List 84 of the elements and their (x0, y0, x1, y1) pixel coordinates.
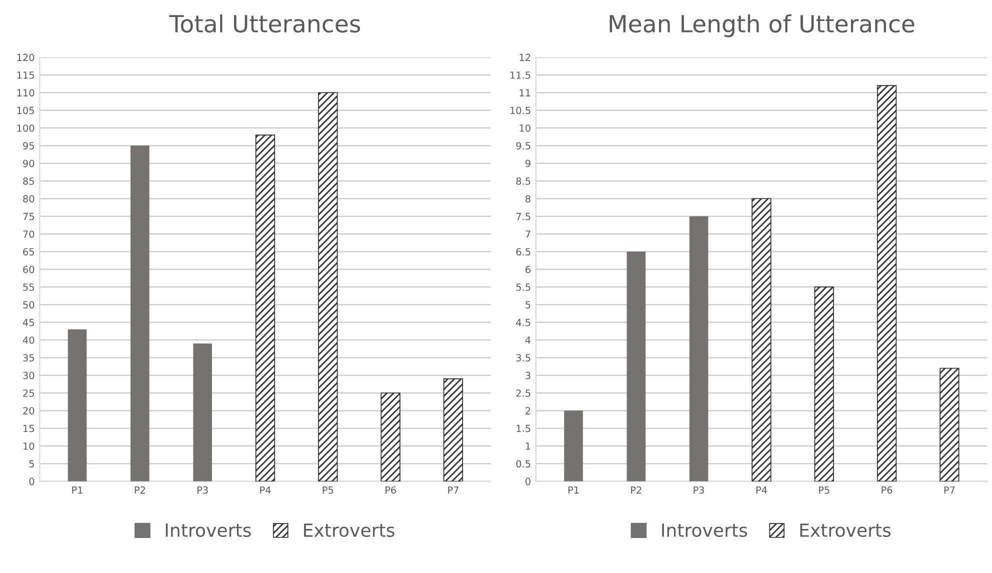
legend-label: Introverts (166, 524, 251, 537)
y-tick-label: 85 (23, 177, 34, 185)
x-tick-label: P2 (631, 486, 642, 494)
y-tick-label: 90 (23, 160, 34, 168)
y-tick-label: 10 (24, 442, 34, 450)
bar (752, 198, 772, 482)
y-tick-label: 1.5 (516, 424, 530, 432)
y-tick-label: 120 (17, 54, 34, 62)
y-tick-label: 75 (23, 212, 34, 220)
y-tick-label: 8 (526, 195, 530, 202)
y-tick-label: 55 (23, 284, 34, 291)
y-tick-label: 4.5 (516, 318, 530, 326)
y-tick-label: 20 (23, 407, 34, 414)
chart-title: Total Utterances (169, 14, 360, 33)
y-tick-label: 6 (526, 266, 530, 274)
x-tick-label: P7 (944, 486, 955, 494)
y-tick-label: 7 (526, 230, 530, 238)
x-tick-label: P3 (694, 486, 704, 494)
legend-label: Extroverts (800, 524, 891, 537)
y-tick-label: 65 (23, 248, 34, 256)
y-tick-label: 25 (23, 389, 34, 397)
y-tick-label: 3 (526, 372, 530, 380)
y-tick-label: 3.5 (516, 354, 530, 362)
x-tick-label: P6 (882, 486, 892, 494)
y-tick-label: 5 (526, 301, 530, 308)
bar (255, 134, 276, 482)
bar (876, 85, 897, 482)
bar (130, 146, 150, 482)
bar (940, 368, 960, 482)
y-tick-label: 60 (23, 266, 34, 274)
y-tick-label: 10.5 (510, 106, 530, 114)
y-tick-label: 45 (22, 318, 34, 326)
bar (380, 392, 400, 482)
y-tick-label: 6.5 (516, 248, 530, 256)
chart-title: Mean Length of Utterance (610, 14, 914, 38)
y-tick-label: 5.5 (516, 284, 530, 291)
bar (193, 344, 212, 482)
legend-label: Introverts (662, 524, 748, 537)
y-tick-label: 50 (23, 301, 34, 308)
y-tick-label: 80 (23, 195, 34, 202)
x-tick-label: P1 (72, 486, 82, 494)
x-tick-label: P1 (568, 486, 579, 494)
y-tick-label: 0 (29, 478, 34, 486)
bar (814, 286, 834, 482)
x-tick-label: P6 (385, 486, 396, 494)
y-tick-label: 40 (22, 336, 34, 344)
bar (443, 378, 464, 482)
y-tick-label: 9.5 (516, 142, 530, 150)
y-tick-label: 100 (17, 124, 34, 132)
y-tick-label: 11 (520, 89, 530, 96)
x-tick-label: P7 (448, 486, 458, 494)
y-tick-label: 35 (23, 354, 34, 362)
y-tick-label: 70 (23, 230, 34, 238)
y-tick-label: 0.5 (516, 460, 530, 468)
y-tick-label: 15 (24, 424, 34, 432)
bar (689, 216, 708, 482)
y-tick-label: 11.5 (510, 72, 530, 79)
y-tick-label: 12 (520, 54, 530, 61)
y-tick-label: 8.5 (516, 177, 530, 185)
y-tick-label: 4 (525, 336, 531, 344)
bar (626, 252, 646, 482)
y-tick-label: 9 (525, 160, 530, 168)
x-tick-label: P2 (134, 486, 145, 494)
y-tick-label: 95 (23, 142, 34, 150)
y-tick-label: 5 (29, 460, 34, 468)
y-tick-label: 30 (23, 372, 34, 380)
y-tick-label: 2 (526, 407, 530, 414)
y-tick-label: 1 (526, 442, 530, 450)
y-tick-label: 2.5 (516, 389, 530, 397)
x-tick-label: P4 (756, 486, 767, 494)
bar (318, 92, 338, 482)
y-tick-label: 0 (526, 478, 530, 486)
x-tick-label: P3 (198, 486, 208, 494)
x-tick-label: P4 (260, 486, 271, 494)
x-tick-label: P5 (819, 486, 830, 494)
y-tick-label: 110 (17, 89, 34, 96)
y-tick-label: 7.5 (516, 212, 530, 220)
x-tick-label: P5 (322, 486, 334, 494)
y-tick-label: 10 (520, 124, 530, 132)
bar (564, 410, 583, 482)
y-tick-label: 105 (17, 106, 34, 114)
y-tick-label: 115 (17, 72, 34, 79)
legend-label: Extroverts (304, 524, 394, 537)
bar (68, 329, 87, 482)
